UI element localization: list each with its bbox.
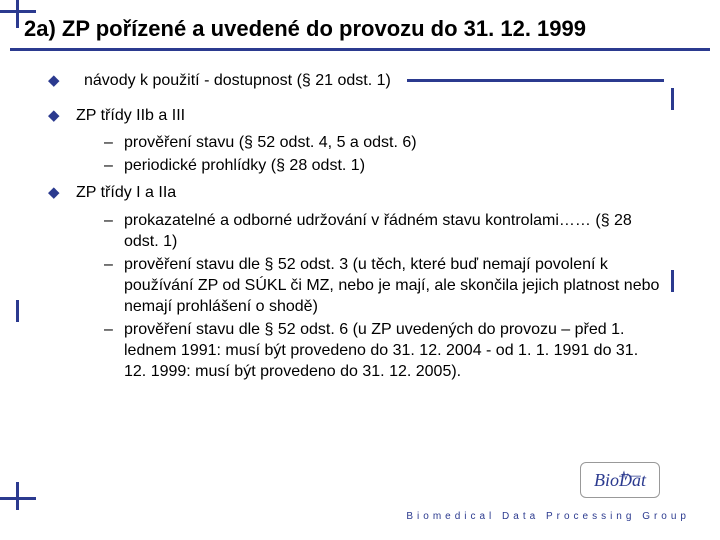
sub-list-text: prověření stavu dle § 52 odst. 3 (u těch… (124, 254, 664, 317)
title-underline (10, 48, 710, 51)
page-title: 2a) ZP pořízené a uvedené do provozu do … (24, 16, 586, 42)
sub-list-item: – prokazatelné a odborné udržování v řád… (104, 210, 664, 252)
diamond-bullet-icon: ◆ (48, 182, 76, 203)
list-item: ◆ ZP třídy IIb a III (48, 105, 664, 126)
corner-decoration-bottom-left (0, 474, 36, 510)
dash-bullet-icon: – (104, 132, 124, 153)
ecg-wave-icon (619, 468, 641, 482)
list-item-text: ZP třídy IIb a III (76, 105, 664, 126)
horizontal-rule (407, 79, 664, 82)
sub-list-text: prověření stavu dle § 52 odst. 6 (u ZP u… (124, 319, 664, 382)
diamond-bullet-icon: ◆ (48, 70, 76, 91)
list-item-text: návody k použití - dostupnost (§ 21 odst… (84, 70, 391, 91)
list-item: ◆ návody k použití - dostupnost (§ 21 od… (48, 70, 664, 91)
sub-list: – prověření stavu (§ 52 odst. 4, 5 a ods… (48, 132, 664, 176)
list-item: ◆ ZP třídy I a IIa (48, 182, 664, 203)
sub-list-item: – prověření stavu dle § 52 odst. 6 (u ZP… (104, 319, 664, 382)
list-item-text: ZP třídy I a IIa (76, 182, 664, 203)
dash-bullet-icon: – (104, 210, 124, 231)
sub-list-item: – periodické prohlídky (§ 28 odst. 1) (104, 155, 664, 176)
sub-list-item: – prověření stavu dle § 52 odst. 3 (u tě… (104, 254, 664, 317)
dash-bullet-icon: – (104, 254, 124, 275)
tick-mark-left (16, 300, 19, 322)
tick-mark-right (671, 270, 674, 292)
sub-list-item: – prověření stavu (§ 52 odst. 4, 5 a ods… (104, 132, 664, 153)
dash-bullet-icon: – (104, 319, 124, 340)
dash-bullet-icon: – (104, 155, 124, 176)
tick-mark-right (671, 88, 674, 110)
footer-text: Biomedical Data Processing Group (406, 511, 690, 522)
sub-list-text: prokazatelné a odborné udržování v řádné… (124, 210, 664, 252)
biodat-logo: BioDat (580, 462, 660, 498)
diamond-bullet-icon: ◆ (48, 105, 76, 126)
sub-list-text: prověření stavu (§ 52 odst. 4, 5 a odst.… (124, 132, 664, 153)
sub-list-text: periodické prohlídky (§ 28 odst. 1) (124, 155, 664, 176)
sub-list: – prokazatelné a odborné udržování v řád… (48, 210, 664, 383)
content-area: ◆ návody k použití - dostupnost (§ 21 od… (48, 70, 664, 388)
